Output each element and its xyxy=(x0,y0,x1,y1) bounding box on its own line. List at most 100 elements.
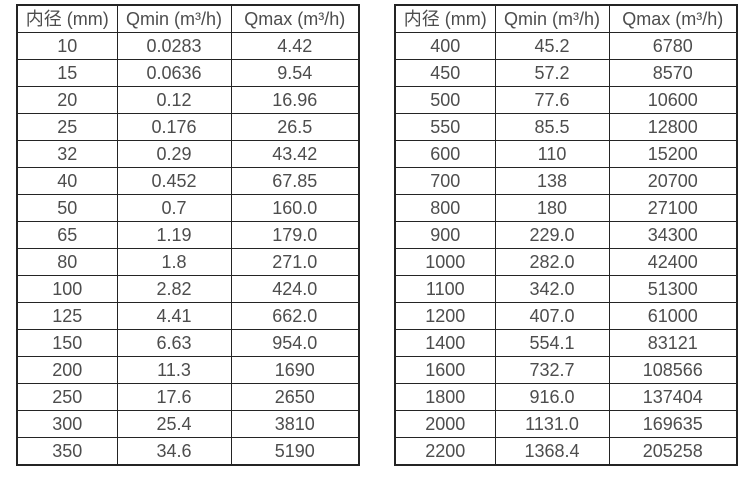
table-cell: 205258 xyxy=(608,437,738,466)
table-cell: 150 xyxy=(16,329,118,357)
table-cell: 0.0283 xyxy=(116,32,232,60)
table-row: 80 1.8 271.0 xyxy=(16,248,360,276)
table-row: 1100 342.0 51300 xyxy=(394,275,738,303)
table-cell: 77.6 xyxy=(494,86,610,114)
table-row: 1800 916.0 137404 xyxy=(394,383,738,411)
table-cell: 1131.0 xyxy=(494,410,610,438)
table-cell: 700 xyxy=(394,167,496,195)
table-row: 600 110 15200 xyxy=(394,140,738,168)
table-cell: 137404 xyxy=(608,383,738,411)
table-row: 200 11.3 1690 xyxy=(16,356,360,384)
table-row: 2000 1131.0 169635 xyxy=(394,410,738,438)
table-cell: 250 xyxy=(16,383,118,411)
table-cell: 0.12 xyxy=(116,86,232,114)
table-cell: 15 xyxy=(16,59,118,87)
table-cell: 6.63 xyxy=(116,329,232,357)
table-cell: 916.0 xyxy=(494,383,610,411)
table-row: 700 138 20700 xyxy=(394,167,738,195)
table-cell: 50 xyxy=(16,194,118,222)
table-row: 65 1.19 179.0 xyxy=(16,221,360,249)
table-row: 350 34.6 5190 xyxy=(16,437,360,466)
table-cell: 600 xyxy=(394,140,496,168)
table-cell: 80 xyxy=(16,248,118,276)
table-cell: 110 xyxy=(494,140,610,168)
table-row: 20 0.12 16.96 xyxy=(16,86,360,114)
table-row: 500 77.6 10600 xyxy=(394,86,738,114)
flow-rate-tables-container: 内径 (mm) Qmin (m³/h) Qmax (m³/h) 10 0.0283… xyxy=(16,4,738,466)
table-cell: 424.0 xyxy=(230,275,360,303)
table-cell: 17.6 xyxy=(116,383,232,411)
table-cell: 11.3 xyxy=(116,356,232,384)
table-row: 550 85.5 12800 xyxy=(394,113,738,141)
table-cell: 1.8 xyxy=(116,248,232,276)
table-cell: 160.0 xyxy=(230,194,360,222)
table-cell: 34.6 xyxy=(116,437,232,466)
table-cell: 20700 xyxy=(608,167,738,195)
table-cell: 554.1 xyxy=(494,329,610,357)
table-cell: 12800 xyxy=(608,113,738,141)
flow-table-large-diameters: 内径 (mm) Qmin (m³/h) Qmax (m³/h) 400 45.2 6… xyxy=(394,4,738,466)
table-cell: 20 xyxy=(16,86,118,114)
table-cell: 65 xyxy=(16,221,118,249)
table-cell: 180 xyxy=(494,194,610,222)
table-cell: 350 xyxy=(16,437,118,466)
table-cell: 100 xyxy=(16,275,118,303)
table-cell: 10 xyxy=(16,32,118,60)
table-cell: 85.5 xyxy=(494,113,610,141)
table-row: 25 0.176 26.5 xyxy=(16,113,360,141)
table-row: 150 6.63 954.0 xyxy=(16,329,360,357)
table-cell: 500 xyxy=(394,86,496,114)
table-cell: 1200 xyxy=(394,302,496,330)
table-row: 40 0.452 67.85 xyxy=(16,167,360,195)
header-qmin: Qmin (m³/h) xyxy=(494,4,610,33)
table-cell: 169635 xyxy=(608,410,738,438)
table-cell: 800 xyxy=(394,194,496,222)
table-cell: 125 xyxy=(16,302,118,330)
table-body-large-diameters: 400 45.2 6780 450 57.2 8570 500 77.6 10600 550 85.… xyxy=(394,32,738,466)
table-cell: 200 xyxy=(16,356,118,384)
table-cell: 2200 xyxy=(394,437,496,466)
table-cell: 450 xyxy=(394,59,496,87)
table-cell: 662.0 xyxy=(230,302,360,330)
table-cell: 0.7 xyxy=(116,194,232,222)
table-cell: 179.0 xyxy=(230,221,360,249)
table-cell: 61000 xyxy=(608,302,738,330)
table-cell: 900 xyxy=(394,221,496,249)
table-cell: 10600 xyxy=(608,86,738,114)
table-cell: 550 xyxy=(394,113,496,141)
table-cell: 0.176 xyxy=(116,113,232,141)
table-cell: 32 xyxy=(16,140,118,168)
table-cell: 1100 xyxy=(394,275,496,303)
table-cell: 2.82 xyxy=(116,275,232,303)
header-qmax: Qmax (m³/h) xyxy=(230,4,360,33)
table-cell: 1800 xyxy=(394,383,496,411)
table-cell: 1600 xyxy=(394,356,496,384)
table-cell: 51300 xyxy=(608,275,738,303)
table-cell: 138 xyxy=(494,167,610,195)
table-cell: 16.96 xyxy=(230,86,360,114)
table-cell: 9.54 xyxy=(230,59,360,87)
flow-table-small-diameters: 内径 (mm) Qmin (m³/h) Qmax (m³/h) 10 0.0283… xyxy=(16,4,360,466)
table-row: 1000 282.0 42400 xyxy=(394,248,738,276)
table-body-small-diameters: 10 0.0283 4.42 15 0.0636 9.54 20 0.12 16.96 25 0.1… xyxy=(16,32,360,466)
table-cell: 40 xyxy=(16,167,118,195)
table-row: 32 0.29 43.42 xyxy=(16,140,360,168)
table-row: 125 4.41 662.0 xyxy=(16,302,360,330)
table-cell: 0.0636 xyxy=(116,59,232,87)
header-inner-diameter: 内径 (mm) xyxy=(16,4,118,33)
table-row: 250 17.6 2650 xyxy=(16,383,360,411)
table-row: 100 2.82 424.0 xyxy=(16,275,360,303)
table-cell: 25.4 xyxy=(116,410,232,438)
header-qmax: Qmax (m³/h) xyxy=(608,4,738,33)
table-cell: 1000 xyxy=(394,248,496,276)
table-cell: 0.29 xyxy=(116,140,232,168)
table-cell: 4.42 xyxy=(230,32,360,60)
table-row: 2200 1368.4 205258 xyxy=(394,437,738,466)
table-row: 900 229.0 34300 xyxy=(394,221,738,249)
table-cell: 271.0 xyxy=(230,248,360,276)
table-row: 450 57.2 8570 xyxy=(394,59,738,87)
table-row: 1600 732.7 108566 xyxy=(394,356,738,384)
table-row: 50 0.7 160.0 xyxy=(16,194,360,222)
table-cell: 5190 xyxy=(230,437,360,466)
table-cell: 4.41 xyxy=(116,302,232,330)
